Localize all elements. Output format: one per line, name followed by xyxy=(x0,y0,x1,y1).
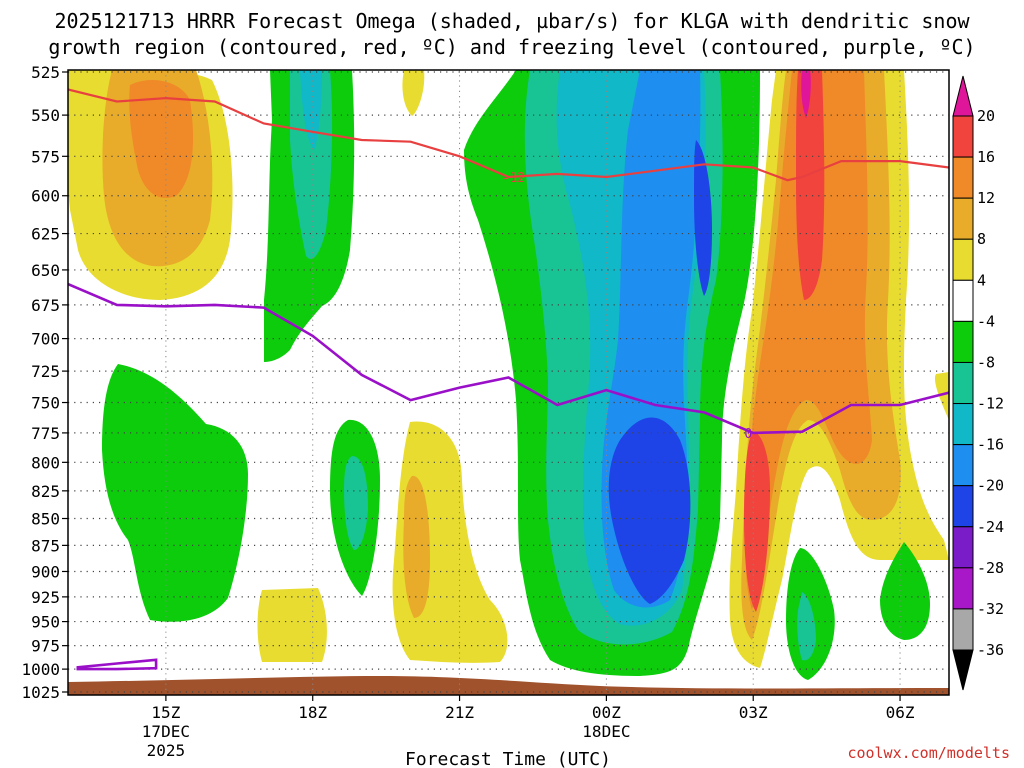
omega-region-neg-core-upper-20 xyxy=(694,140,712,296)
y-tick-label: 650 xyxy=(31,261,60,280)
freezing-level-contour-low xyxy=(76,658,158,671)
colorbar-swatch xyxy=(952,279,974,322)
y-tick-label: 525 xyxy=(31,63,60,82)
colorbar-swatch xyxy=(952,156,974,199)
y-tick-label: 600 xyxy=(31,187,60,206)
colorbar-swatch xyxy=(952,403,974,446)
omega-region-pos-band-16-lower xyxy=(744,431,770,612)
colorbar-swatch xyxy=(952,485,974,528)
y-tick-label: 825 xyxy=(31,482,60,501)
y-tick-label: 925 xyxy=(31,588,60,607)
colorbar-label: -8 xyxy=(977,353,995,371)
x-tick-label: 06Z xyxy=(886,703,915,722)
colorbar-label: -16 xyxy=(977,436,1004,454)
colorbar-label: -36 xyxy=(977,641,1004,659)
x-tick-date: 18DEC xyxy=(582,722,630,741)
omega-region-pos-top-small xyxy=(402,70,425,116)
x-axis-label: Forecast Time (UTC) xyxy=(405,749,611,768)
colorbar-swatch xyxy=(952,115,974,158)
title-line-2: growth region (contoured, red, ºC) and f… xyxy=(48,35,976,59)
omega-region-neg-core-20 xyxy=(608,417,691,604)
y-tick-label: 700 xyxy=(31,330,60,349)
axes: 525 550 575 600 625 650 675 700 725 750 775 800 825 8… xyxy=(21,63,950,760)
colorbar-swatch xyxy=(952,526,974,569)
omega-region-pos-band-12 xyxy=(745,70,872,610)
colorbar: 20 16 12 8 4 -4 -8 -12 -16 -20 -24 -28 -32 -36 xyxy=(952,75,1004,691)
ground-surface xyxy=(68,676,949,695)
colorbar-label: -32 xyxy=(977,600,1004,618)
y-tick-label: 625 xyxy=(31,225,60,244)
colorbar-label: 4 xyxy=(977,271,986,289)
omega-shading xyxy=(68,70,949,680)
dendritic-contour-line xyxy=(68,88,949,182)
colorbar-label: -12 xyxy=(977,395,1004,413)
y-tick-label: 1025 xyxy=(21,683,60,702)
y-tick-label: 550 xyxy=(31,106,60,125)
x-tick-label: 21Z xyxy=(445,703,474,722)
x-tick-label: 03Z xyxy=(739,703,768,722)
chart-title: 2025121713 HRRR Forecast Omega (shaded, … xyxy=(0,8,1024,60)
omega-region-pos-low-left-4 xyxy=(257,588,327,662)
y-tick-label: 975 xyxy=(31,637,60,656)
colorbar-swatch xyxy=(952,320,974,363)
y-tick-label: 875 xyxy=(31,536,60,555)
y-tick-label: 850 xyxy=(31,510,60,529)
omega-region-pos-band-20 xyxy=(801,70,811,118)
omega-region-pos-band-16-upper xyxy=(796,70,825,300)
colorbar-swatch xyxy=(952,361,974,405)
dendritic-contour-label: -12 xyxy=(502,171,525,186)
omega-region-pos-lobe-12 xyxy=(129,80,194,199)
y-tick-label: 675 xyxy=(31,296,60,315)
colorbar-swatch xyxy=(952,567,974,610)
colorbar-label: -4 xyxy=(977,312,995,330)
title-line-1: 2025121713 HRRR Forecast Omega (shaded, … xyxy=(54,9,970,33)
colorbar-swatch xyxy=(952,608,974,651)
omega-region-neg-blob-18z-12 xyxy=(344,456,368,550)
y-tick-label: 775 xyxy=(31,424,60,443)
freezing-level-contour-line xyxy=(68,282,949,435)
omega-region-neg-left xyxy=(102,364,248,622)
freezing-level-contour-label: 0 xyxy=(744,427,752,442)
colorbar-label: -28 xyxy=(977,559,1004,577)
colorbar-swatch-top xyxy=(952,75,974,117)
x-tick-date: 17DEC xyxy=(142,722,190,741)
omega-region-neg-low-right-2 xyxy=(880,542,930,640)
colorbar-swatch xyxy=(952,197,974,240)
plot-frame xyxy=(67,69,950,696)
y-tick-label: 900 xyxy=(31,562,60,581)
omega-region-neg-18z-12 xyxy=(290,70,333,259)
x-tick-label: 18Z xyxy=(298,703,327,722)
omega-region-neg-18z-16 xyxy=(300,70,322,150)
y-tick-label: 950 xyxy=(31,613,60,632)
grid-lines xyxy=(68,70,949,695)
y-tick-label: 575 xyxy=(31,147,60,166)
y-tick-label: 1000 xyxy=(21,660,60,679)
y-tick-label: 725 xyxy=(31,362,60,381)
colorbar-swatch-bottom xyxy=(952,649,974,691)
colorbar-label: -24 xyxy=(977,518,1004,536)
watermark: coolwx.com/modelts xyxy=(847,744,1010,762)
colorbar-swatch xyxy=(952,444,974,487)
omega-region-pos-low-mid-8 xyxy=(403,475,430,618)
x-tick-label: 00Z xyxy=(592,703,621,722)
x-tick-label: 15Z xyxy=(151,703,180,722)
y-tick-label: 800 xyxy=(31,453,60,472)
x-tick-year: 2025 xyxy=(147,741,186,760)
colorbar-label: 8 xyxy=(977,230,986,248)
contours: -12 0 xyxy=(68,88,949,671)
colorbar-label: 20 xyxy=(977,107,995,125)
colorbar-swatch xyxy=(952,238,974,281)
y-tick-label: 750 xyxy=(31,394,60,413)
ground-fill xyxy=(68,676,949,695)
omega-region-neg-low-right-1b xyxy=(797,592,816,661)
colorbar-label: -20 xyxy=(977,477,1004,495)
colorbar-label: 16 xyxy=(977,148,995,166)
colorbar-label: 12 xyxy=(977,189,995,207)
